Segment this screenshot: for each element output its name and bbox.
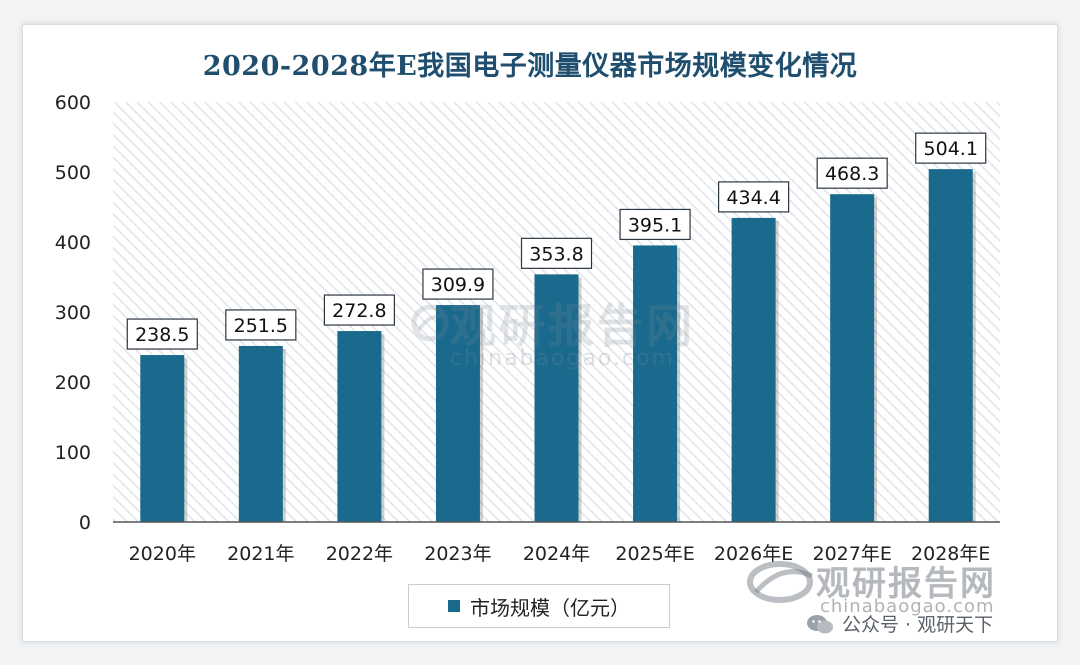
- center-watermark-text: 观研报告网: [450, 299, 695, 353]
- data-label: 238.5: [135, 324, 189, 346]
- watermark-swirl-icon: [411, 304, 449, 342]
- watermark-domain: chinabaogao.com: [820, 596, 995, 617]
- bar: [928, 169, 973, 522]
- bar: [140, 355, 185, 522]
- data-label: 251.5: [234, 315, 288, 337]
- y-tick-label: 400: [55, 232, 91, 254]
- data-label-box: [520, 237, 593, 269]
- data-label: 468.3: [825, 163, 879, 185]
- x-tick-label: 2024年: [523, 543, 590, 565]
- brand-swirl-icon: [747, 560, 814, 603]
- legend-swatch: [448, 600, 460, 612]
- data-label: 272.8: [332, 300, 386, 322]
- bars-group: [140, 169, 976, 523]
- y-tick-label: 500: [55, 162, 91, 184]
- legend: 市场规模（亿元）: [408, 584, 670, 628]
- legend-label: 市场规模（亿元）: [470, 595, 630, 620]
- footer-account-text: 公众号 · 观研天下: [842, 614, 994, 636]
- bar: [731, 217, 776, 523]
- center-watermark-logo: 观研报告网: [410, 290, 695, 356]
- data-label-box: [718, 181, 790, 213]
- bar: [830, 194, 875, 522]
- data-label: 395.1: [628, 214, 682, 236]
- x-tick-label: 2023年: [424, 543, 491, 565]
- bar: [633, 245, 678, 522]
- x-tick-label: 2026年E: [714, 543, 793, 565]
- data-label-box: [915, 132, 987, 164]
- x-tick-label: 2021年: [227, 543, 294, 565]
- y-tick-label: 600: [55, 92, 91, 114]
- wechat-icon: [807, 614, 833, 633]
- data-label-box: [422, 268, 494, 300]
- x-axis: 2020年 2021年 2022年 2023年 2024年 2025年E 2026年E 202…: [113, 521, 1000, 565]
- bar: [337, 331, 382, 522]
- data-label-box: [323, 294, 395, 326]
- watermark-brand-text: 观研报告网: [816, 564, 996, 604]
- chart-title: 2020-2028年E我国电子测量仪器市场规模变化情况: [202, 51, 858, 82]
- x-tick-label: 2022年: [326, 543, 393, 565]
- y-tick-label: 0: [79, 512, 91, 534]
- x-tick-label: 2027年E: [812, 543, 891, 565]
- data-labels-group: 238.5 251.5 272.8 309.9 353.8 395.1 434.4 468.3…: [126, 132, 987, 350]
- data-label: 353.8: [529, 243, 583, 265]
- x-tick-label: 2025年E: [615, 543, 694, 565]
- y-tick-label: 200: [55, 372, 91, 394]
- data-label-box: [816, 157, 888, 189]
- data-label-box: [225, 309, 297, 341]
- watermark-brand: 观研报告网: [746, 556, 996, 605]
- y-tick-label: 100: [55, 442, 91, 464]
- data-label-box: [126, 318, 198, 350]
- data-label: 504.1: [924, 138, 978, 160]
- x-tick-label: 2028年E: [911, 543, 990, 565]
- y-tick-label: 300: [55, 302, 91, 324]
- bar: [238, 345, 283, 522]
- center-watermark-domain: chinabaogao.com: [450, 346, 675, 371]
- data-label: 434.4: [726, 187, 780, 209]
- x-tick-label: 2020年: [129, 543, 196, 565]
- footer-account: 公众号 · 观研天下: [806, 610, 993, 637]
- y-axis: 0 100 200 300 400 500 600: [55, 92, 91, 534]
- bar: [435, 305, 480, 522]
- data-label: 309.9: [431, 274, 485, 296]
- data-label-box: [619, 208, 691, 241]
- bar: [534, 274, 579, 522]
